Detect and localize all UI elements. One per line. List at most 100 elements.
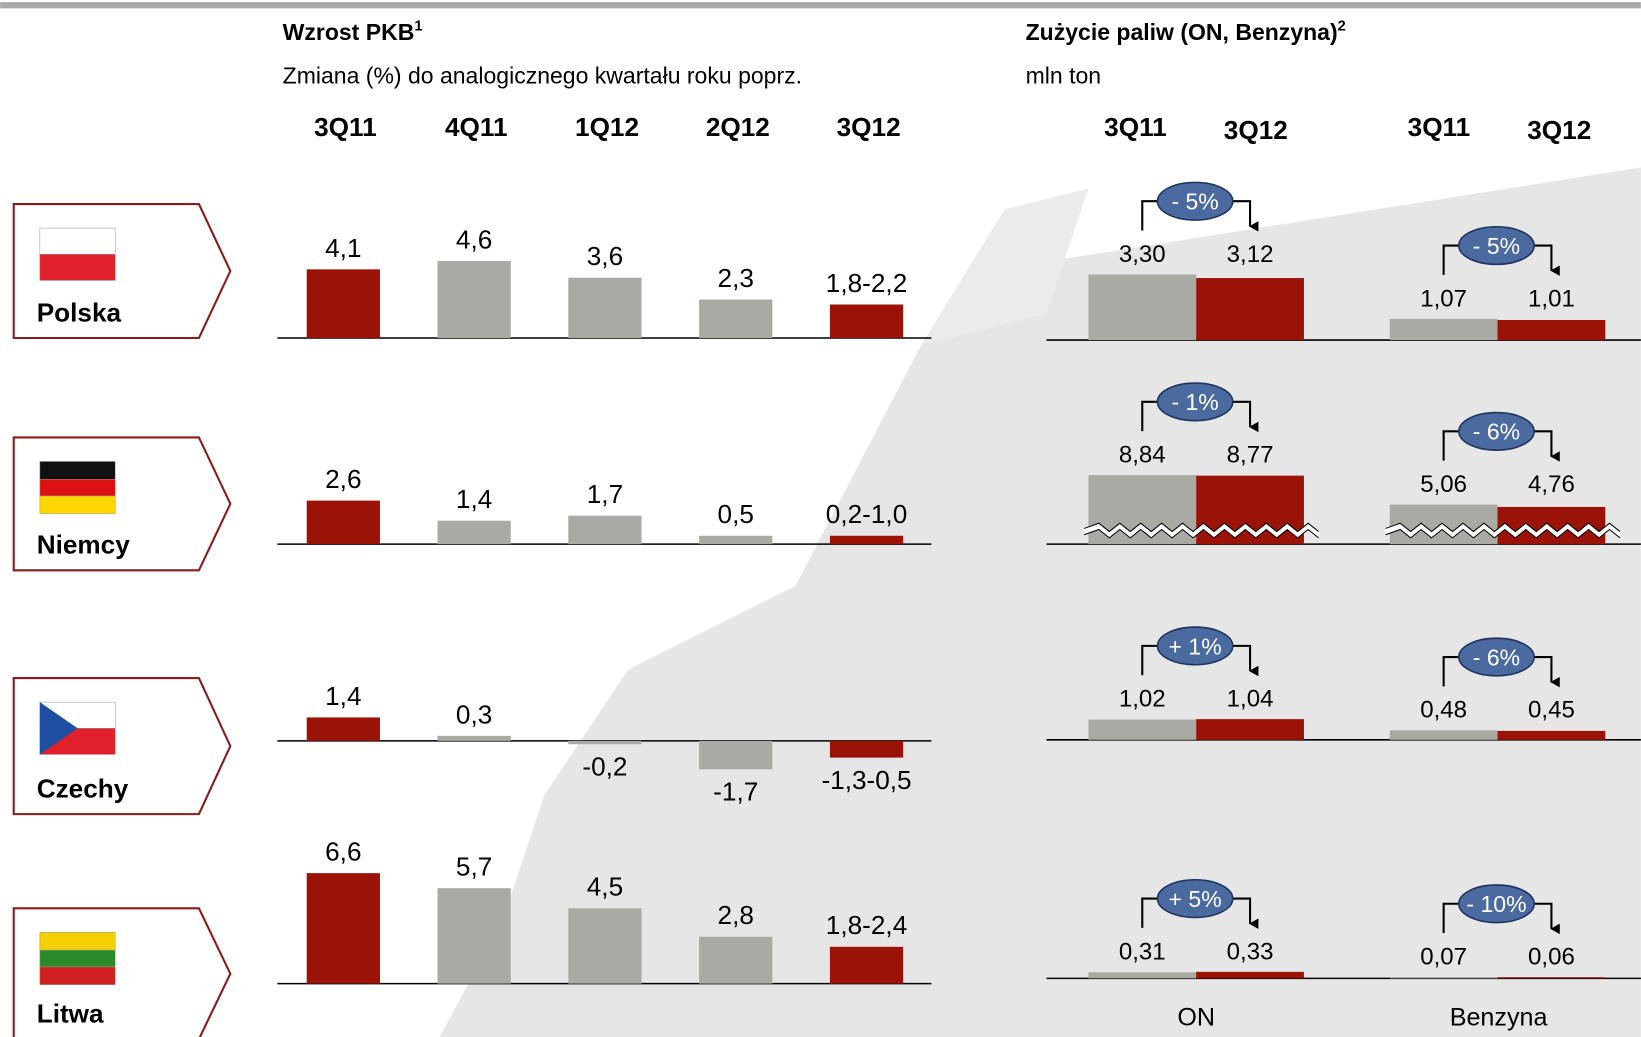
gdp-bar bbox=[437, 520, 511, 545]
change-badge bbox=[1156, 878, 1234, 919]
fuel-bar bbox=[1088, 972, 1197, 979]
value-label: 0,33 bbox=[1227, 938, 1274, 965]
flag-stripe bbox=[39, 949, 116, 968]
quarter-header: 4Q11 bbox=[445, 112, 508, 142]
value-label: 1,02 bbox=[1119, 686, 1166, 713]
gdp-bar bbox=[437, 735, 511, 741]
axis-break bbox=[1083, 522, 1321, 539]
gdp-bar bbox=[306, 717, 380, 741]
value-label: 4,5 bbox=[587, 872, 623, 902]
flag-triangle bbox=[39, 702, 78, 755]
change-label: + 1% bbox=[1169, 633, 1222, 659]
value-label: 1,01 bbox=[1528, 285, 1575, 312]
fuel-bar bbox=[1497, 730, 1606, 740]
value-label: 1,8-2,2 bbox=[826, 268, 907, 298]
fuel-bar bbox=[1196, 278, 1304, 341]
value-label: 1,8-2,4 bbox=[826, 910, 907, 940]
value-label: 8,77 bbox=[1227, 442, 1274, 469]
value-label: 4,76 bbox=[1528, 471, 1575, 498]
change-label: - 6% bbox=[1473, 419, 1520, 445]
value-label: -1,3-0,5 bbox=[821, 765, 911, 795]
country-name: Niemcy bbox=[37, 530, 131, 560]
gdp-bar bbox=[699, 740, 773, 770]
gdp-bar bbox=[437, 260, 511, 338]
fuel-bar bbox=[1196, 719, 1304, 740]
quarter-header: 3Q11 bbox=[314, 112, 377, 142]
quarter-header: 3Q12 bbox=[837, 112, 901, 142]
gdp-bar bbox=[568, 740, 642, 745]
fuel-bar bbox=[1196, 971, 1304, 979]
value-label: 2,3 bbox=[718, 263, 754, 293]
gdp-bar bbox=[829, 535, 904, 545]
value-label: 1,4 bbox=[456, 484, 492, 514]
flag-stripe bbox=[39, 254, 116, 281]
value-label: 0,48 bbox=[1420, 697, 1467, 724]
gdp-bar bbox=[829, 946, 904, 984]
flag-stripe bbox=[39, 461, 116, 480]
flag-stripe bbox=[39, 932, 116, 951]
value-label: 6,6 bbox=[325, 837, 361, 867]
value-label: 1,04 bbox=[1227, 686, 1274, 713]
change-badge bbox=[1458, 225, 1535, 266]
fuel-title: Zużycie paliw (ON, Benzyna)2 bbox=[1026, 18, 1346, 44]
value-label: 0,2-1,0 bbox=[826, 499, 907, 529]
fuel-bar bbox=[1497, 320, 1606, 341]
period-header: 3Q12 bbox=[1527, 115, 1591, 145]
value-label: 3,30 bbox=[1119, 241, 1166, 268]
value-label: 8,84 bbox=[1119, 442, 1166, 469]
fuel-bar bbox=[1088, 274, 1197, 341]
fuel-bar bbox=[1497, 977, 1606, 979]
change-badge bbox=[1156, 181, 1234, 221]
axis-break-edge bbox=[1084, 528, 1319, 539]
gdp-bar bbox=[306, 873, 380, 984]
value-label: 0,45 bbox=[1528, 697, 1575, 724]
axis-break-edge bbox=[1385, 528, 1621, 539]
map-background bbox=[439, 167, 1641, 1037]
change-label: - 5% bbox=[1171, 189, 1218, 215]
fuel-subtitle: mln ton bbox=[1026, 63, 1101, 89]
value-label: 3,12 bbox=[1227, 241, 1274, 268]
flag-stripe bbox=[39, 227, 116, 255]
value-label: 5,06 bbox=[1420, 471, 1467, 498]
change-badge bbox=[1156, 626, 1234, 666]
value-label: -1,7 bbox=[713, 777, 758, 807]
value-label: 0,07 bbox=[1420, 943, 1467, 970]
gdp-bar bbox=[306, 500, 380, 545]
gdp-subtitle: Zmiana (%) do analogicznego kwartału rok… bbox=[283, 63, 802, 89]
change-label: - 1% bbox=[1171, 389, 1218, 415]
value-label: 0,5 bbox=[718, 499, 754, 529]
flag-stripe bbox=[39, 966, 116, 985]
value-label: 0,31 bbox=[1119, 938, 1166, 965]
country-name: Litwa bbox=[37, 998, 104, 1028]
period-header: 3Q11 bbox=[1408, 112, 1471, 142]
flag-stripe bbox=[39, 478, 116, 497]
value-label: 1,7 bbox=[587, 479, 623, 509]
value-label: 5,7 bbox=[456, 852, 492, 882]
quarter-header: 2Q12 bbox=[706, 112, 770, 142]
top-rule bbox=[0, 2, 1641, 9]
gdp-title: Wzrost PKB1 bbox=[283, 18, 423, 44]
country-name: Czechy bbox=[37, 773, 129, 803]
gdp-bar bbox=[699, 299, 773, 338]
value-label: 2,6 bbox=[325, 464, 361, 494]
fuel-bar bbox=[1389, 318, 1498, 341]
axis-break-edge bbox=[1385, 522, 1621, 533]
value-label: 0,3 bbox=[456, 699, 492, 729]
value-label: 4,1 bbox=[325, 233, 361, 263]
fuel-label: ON bbox=[1177, 1003, 1215, 1031]
gdp-bar bbox=[699, 936, 773, 984]
gdp-bar bbox=[568, 277, 642, 338]
value-label: 1,4 bbox=[325, 681, 361, 711]
value-label: 4,6 bbox=[456, 224, 492, 254]
gdp-bar bbox=[829, 740, 904, 758]
change-badge bbox=[1458, 637, 1535, 677]
change-label: - 5% bbox=[1473, 233, 1520, 259]
value-label: 0,06 bbox=[1528, 943, 1575, 970]
axis-break bbox=[1384, 522, 1622, 539]
change-label: + 5% bbox=[1169, 886, 1222, 912]
flag-stripe bbox=[39, 495, 116, 515]
value-label: 1,07 bbox=[1420, 285, 1467, 312]
change-badge bbox=[1458, 884, 1535, 924]
axis-break-edge bbox=[1084, 522, 1319, 533]
